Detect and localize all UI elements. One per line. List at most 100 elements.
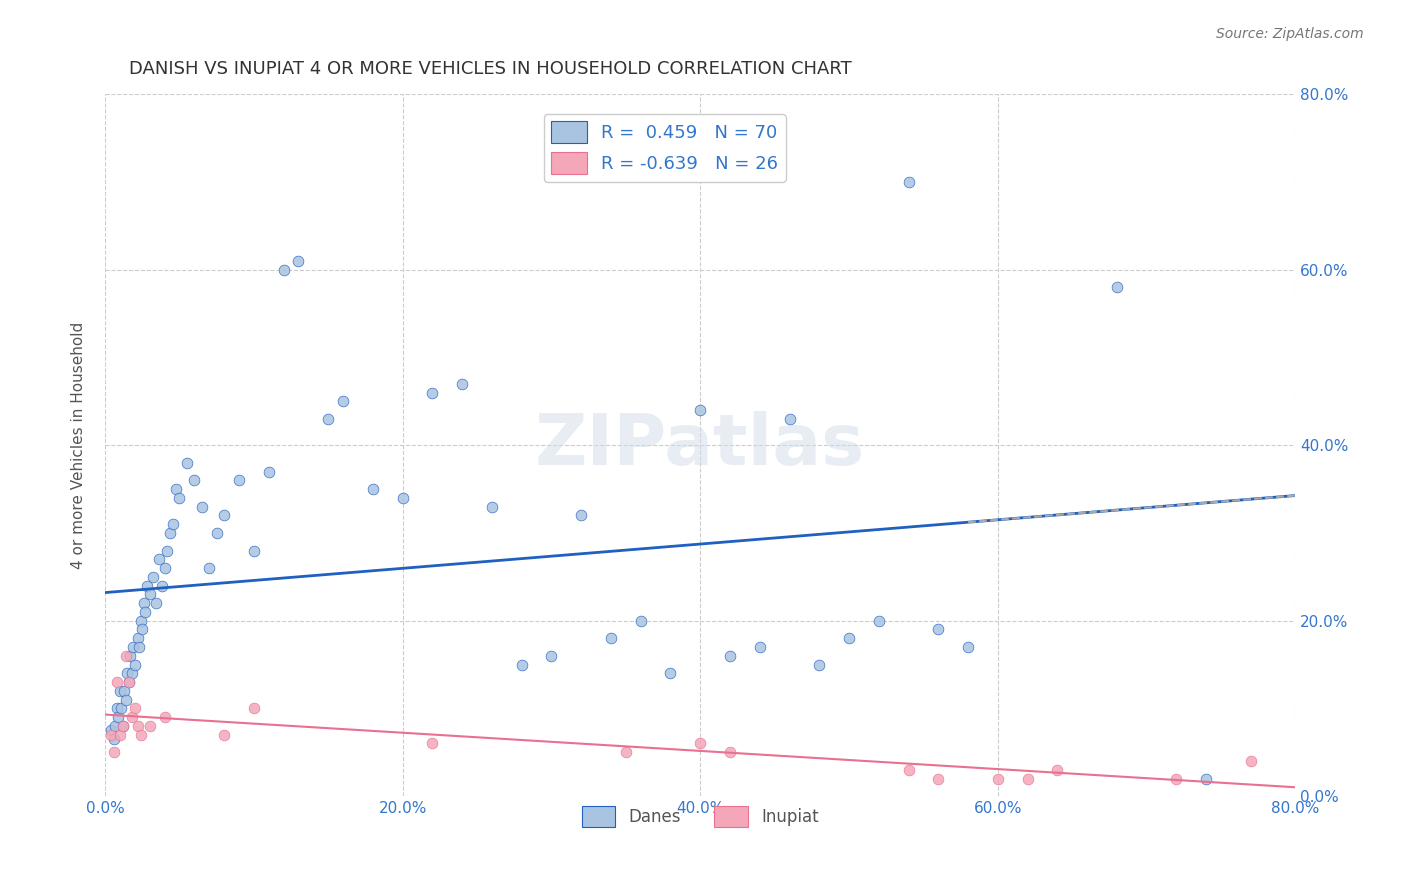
Point — [659, 666, 682, 681]
Point — [927, 623, 949, 637]
Point — [138, 587, 160, 601]
Point — [142, 570, 165, 584]
Text: DANISH VS INUPIAT 4 OR MORE VEHICLES IN HOUSEHOLD CORRELATION CHART: DANISH VS INUPIAT 4 OR MORE VEHICLES IN … — [129, 60, 852, 78]
Point — [135, 578, 157, 592]
Point — [838, 631, 860, 645]
Point — [103, 745, 125, 759]
Point — [176, 456, 198, 470]
Point — [927, 772, 949, 786]
Point — [162, 517, 184, 532]
Point — [114, 692, 136, 706]
Point — [630, 614, 652, 628]
Point — [257, 465, 280, 479]
Point — [361, 482, 384, 496]
Point — [129, 614, 152, 628]
Point — [243, 701, 266, 715]
Point — [169, 491, 191, 505]
Point — [159, 525, 181, 540]
Point — [108, 728, 131, 742]
Point — [132, 596, 155, 610]
Point — [145, 596, 167, 610]
Point — [121, 666, 143, 681]
Point — [481, 500, 503, 514]
Point — [118, 675, 141, 690]
Point — [451, 376, 474, 391]
Point — [150, 578, 173, 592]
Point — [205, 525, 228, 540]
Point — [1240, 754, 1263, 768]
Point — [100, 728, 122, 742]
Point — [808, 657, 831, 672]
Point — [316, 412, 339, 426]
Point — [540, 648, 562, 663]
Point — [718, 648, 741, 663]
Point — [131, 623, 153, 637]
Point — [148, 552, 170, 566]
Point — [120, 648, 142, 663]
Text: Source: ZipAtlas.com: Source: ZipAtlas.com — [1216, 27, 1364, 41]
Point — [287, 254, 309, 268]
Point — [897, 763, 920, 777]
Point — [107, 710, 129, 724]
Point — [156, 543, 179, 558]
Y-axis label: 4 or more Vehicles in Household: 4 or more Vehicles in Household — [72, 322, 86, 569]
Point — [183, 474, 205, 488]
Point — [868, 614, 890, 628]
Point — [121, 710, 143, 724]
Point — [718, 745, 741, 759]
Point — [228, 474, 250, 488]
Point — [105, 675, 128, 690]
Point — [138, 719, 160, 733]
Point — [1166, 772, 1188, 786]
Point — [957, 640, 980, 654]
Point — [118, 675, 141, 690]
Point — [129, 728, 152, 742]
Point — [1046, 763, 1069, 777]
Point — [391, 491, 413, 505]
Point — [600, 631, 623, 645]
Point — [111, 719, 134, 733]
Point — [689, 736, 711, 750]
Point — [569, 508, 592, 523]
Point — [748, 640, 770, 654]
Point — [1017, 772, 1039, 786]
Legend: Danes, Inupiat: Danes, Inupiat — [575, 800, 825, 833]
Point — [422, 736, 444, 750]
Point — [117, 666, 139, 681]
Point — [127, 631, 149, 645]
Point — [112, 683, 135, 698]
Point — [124, 657, 146, 672]
Point — [190, 500, 212, 514]
Point — [243, 543, 266, 558]
Point — [104, 719, 127, 733]
Point — [122, 640, 145, 654]
Point — [100, 723, 122, 738]
Text: ZIPatlas: ZIPatlas — [536, 410, 865, 480]
Point — [422, 385, 444, 400]
Point — [689, 403, 711, 417]
Point — [273, 263, 295, 277]
Point — [1195, 772, 1218, 786]
Point — [153, 710, 176, 724]
Point — [103, 732, 125, 747]
Point — [510, 657, 533, 672]
Point — [111, 719, 134, 733]
Point — [127, 719, 149, 733]
Point — [897, 175, 920, 189]
Point — [332, 394, 354, 409]
Point — [212, 728, 235, 742]
Point — [198, 561, 221, 575]
Point — [153, 561, 176, 575]
Point — [212, 508, 235, 523]
Point — [779, 412, 801, 426]
Point — [114, 648, 136, 663]
Point — [124, 701, 146, 715]
Point — [105, 701, 128, 715]
Point — [614, 745, 637, 759]
Point — [108, 683, 131, 698]
Point — [987, 772, 1010, 786]
Point — [134, 605, 156, 619]
Point — [110, 701, 132, 715]
Point — [1105, 280, 1128, 294]
Point — [128, 640, 150, 654]
